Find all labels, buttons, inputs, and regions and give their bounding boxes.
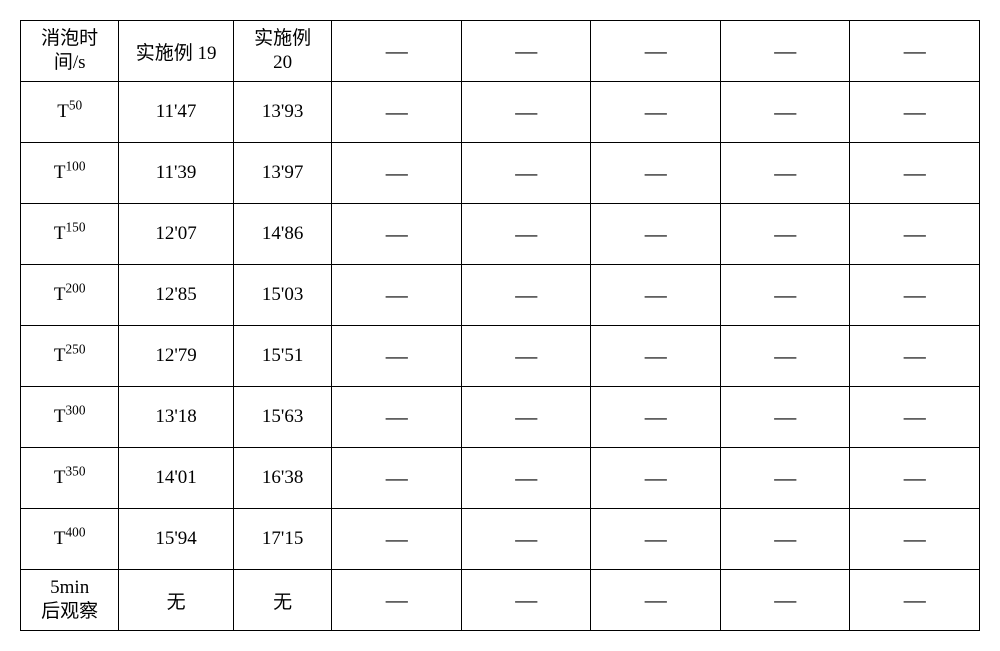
cell-c5: — [591,326,721,387]
cell-c4: — [461,448,591,509]
cell-c4: — [461,265,591,326]
cell-ex20: 15'03 [233,265,332,326]
header-label: 消泡时 间/s [21,21,119,82]
table-row: T50 11'47 13'93 — — — — — [21,82,980,143]
header-c4: — [461,21,591,82]
header-ex20-line2: 20 [273,52,292,73]
cell-c5: — [591,448,721,509]
row-label: T400 [21,509,119,570]
cell-c6: — [720,326,850,387]
defoaming-time-table: 消泡时 间/s 实施例 19 实施例 20 — — — — — T50 11'4… [20,20,980,631]
header-c6: — [720,21,850,82]
footer-label-line2: 后观察 [41,601,98,622]
row-label: T150 [21,204,119,265]
row-label: T200 [21,265,119,326]
cell-ex20: 15'63 [233,387,332,448]
cell-c6: — [720,204,850,265]
cell-c7: — [850,265,980,326]
cell-c6: — [720,448,850,509]
header-label-line2: 间/s [54,52,86,73]
footer-c3: — [332,570,462,631]
cell-c3: — [332,143,462,204]
cell-c4: — [461,82,591,143]
table-row: T300 13'18 15'63 — — — — — [21,387,980,448]
cell-c3: — [332,265,462,326]
cell-c6: — [720,387,850,448]
footer-c7: — [850,570,980,631]
cell-c3: — [332,204,462,265]
cell-ex19: 13'18 [119,387,233,448]
table-row: T350 14'01 16'38 — — — — — [21,448,980,509]
table-row: T100 11'39 13'97 — — — — — [21,143,980,204]
footer-ex19: 无 [119,570,233,631]
footer-label: 5min 后观察 [21,570,119,631]
cell-ex19: 15'94 [119,509,233,570]
footer-c6: — [720,570,850,631]
cell-c7: — [850,509,980,570]
cell-c5: — [591,265,721,326]
cell-c6: — [720,143,850,204]
row-label: T300 [21,387,119,448]
header-label-line1: 消泡时 [41,28,98,49]
header-ex19: 实施例 19 [119,21,233,82]
header-c7: — [850,21,980,82]
cell-ex20: 13'97 [233,143,332,204]
cell-c3: — [332,326,462,387]
cell-c5: — [591,509,721,570]
cell-c3: — [332,387,462,448]
footer-c4: — [461,570,591,631]
cell-c7: — [850,143,980,204]
table-footer-row: 5min 后观察 无 无 — — — — — [21,570,980,631]
header-ex20: 实施例 20 [233,21,332,82]
cell-ex19: 11'39 [119,143,233,204]
cell-ex19: 12'07 [119,204,233,265]
row-label: T100 [21,143,119,204]
cell-ex19: 12'79 [119,326,233,387]
row-label: T50 [21,82,119,143]
cell-c6: — [720,265,850,326]
header-c5: — [591,21,721,82]
footer-ex20: 无 [233,570,332,631]
cell-ex20: 17'15 [233,509,332,570]
row-label: T250 [21,326,119,387]
cell-ex20: 13'93 [233,82,332,143]
cell-c4: — [461,387,591,448]
footer-c5: — [591,570,721,631]
cell-c7: — [850,387,980,448]
table-header-row: 消泡时 间/s 实施例 19 实施例 20 — — — — — [21,21,980,82]
table-row: T200 12'85 15'03 — — — — — [21,265,980,326]
cell-c4: — [461,143,591,204]
cell-ex20: 16'38 [233,448,332,509]
cell-c3: — [332,509,462,570]
cell-c7: — [850,204,980,265]
cell-ex19: 12'85 [119,265,233,326]
header-c3: — [332,21,462,82]
cell-c7: — [850,448,980,509]
header-ex20-line1: 实施例 [254,28,311,49]
cell-c4: — [461,204,591,265]
cell-c4: — [461,509,591,570]
cell-c5: — [591,82,721,143]
table-row: T150 12'07 14'86 — — — — — [21,204,980,265]
row-label: T350 [21,448,119,509]
cell-c5: — [591,204,721,265]
cell-c6: — [720,509,850,570]
cell-ex19: 14'01 [119,448,233,509]
cell-ex19: 11'47 [119,82,233,143]
cell-ex20: 15'51 [233,326,332,387]
cell-ex20: 14'86 [233,204,332,265]
cell-c4: — [461,326,591,387]
footer-label-line1: 5min [50,577,89,598]
cell-c3: — [332,82,462,143]
cell-c7: — [850,82,980,143]
cell-c5: — [591,143,721,204]
cell-c5: — [591,387,721,448]
cell-c6: — [720,82,850,143]
table-row: T400 15'94 17'15 — — — — — [21,509,980,570]
cell-c3: — [332,448,462,509]
cell-c7: — [850,326,980,387]
table-row: T250 12'79 15'51 — — — — — [21,326,980,387]
